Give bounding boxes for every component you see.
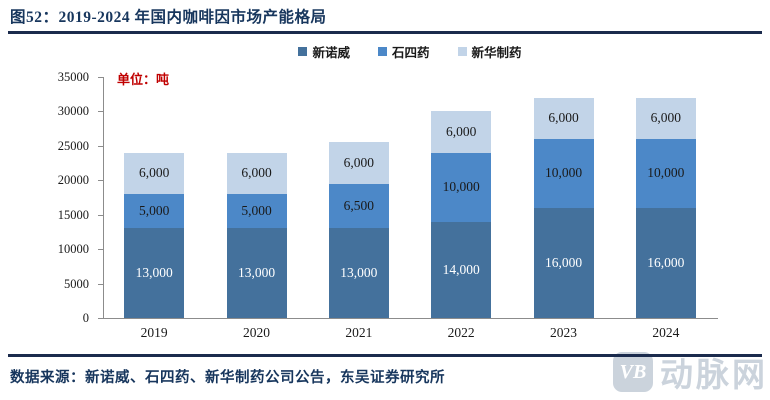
x-axis-label: 2021 — [345, 325, 373, 340]
bar-value-label: 16,000 — [647, 254, 685, 270]
bar-segment: 6,500 — [328, 183, 389, 229]
bar-segment: 14,000 — [431, 221, 492, 318]
bar-value-label: 6,000 — [445, 124, 477, 140]
bar-segment: 13,000 — [226, 228, 287, 318]
unit-label: 单位：吨 — [117, 72, 170, 87]
bar-segment: 6,000 — [226, 152, 287, 195]
y-axis-tick — [98, 283, 103, 285]
bar-value-label: 10,000 — [544, 165, 583, 181]
bar-value-label: 6,000 — [548, 110, 579, 126]
x-axis — [103, 318, 718, 319]
bar-value-label: 5,000 — [241, 203, 272, 219]
y-axis-label: 5000 — [64, 276, 89, 291]
legend-marker-icon — [377, 47, 387, 56]
watermark-brand: 动脉网 — [660, 358, 768, 394]
legend-label: 新诺威 — [312, 46, 350, 60]
y-axis-tick — [98, 145, 103, 147]
y-axis-label: 30000 — [57, 104, 89, 119]
chart-legend: 新诺威 石四药 新华制药 — [103, 42, 717, 61]
watermark: VB 动脉网 — [613, 348, 768, 396]
legend-marker-icon — [457, 47, 467, 56]
y-axis-tick — [98, 318, 103, 319]
bar-segment: 6,000 — [431, 111, 492, 153]
bar-segment: 16,000 — [533, 207, 594, 318]
x-axis-label: 2023 — [549, 325, 577, 340]
bar-segment: 5,000 — [226, 194, 287, 229]
x-axis-label: 2019 — [140, 325, 168, 340]
y-axis-label: 15000 — [57, 207, 89, 222]
bar-segment: 5,000 — [124, 194, 185, 229]
bar-segment: 13,000 — [124, 228, 185, 318]
bar-segment: 6,000 — [328, 142, 389, 184]
bar-value-label: 6,000 — [138, 165, 170, 181]
data-source-note: 数据来源：新诺威、石四药、新华制药公司公告，东吴证券研究所 — [10, 370, 445, 386]
legend-label: 新华制药 — [471, 46, 522, 60]
bar-segment: 10,000 — [635, 138, 696, 208]
y-axis-label: 25000 — [57, 138, 89, 153]
bar-segment: 16,000 — [635, 207, 696, 318]
bar-value-label: 10,000 — [442, 179, 480, 195]
bar-value-label: 10,000 — [647, 165, 685, 181]
bar-segment: 6,000 — [124, 152, 185, 195]
bar-value-label: 16,000 — [544, 254, 583, 270]
bar-segment: 6,000 — [635, 97, 696, 139]
legend-item-2: 新华制药 — [457, 42, 522, 61]
y-axis-label: 35000 — [57, 70, 89, 84]
footer-divider — [8, 354, 762, 357]
y-axis-tick — [98, 111, 103, 113]
bar-segment: 6,000 — [533, 97, 594, 139]
bar-segment: 10,000 — [431, 152, 492, 222]
legend-item-1: 石四药 — [377, 42, 430, 61]
chart-title: 图52：2019-2024 年国内咖啡因市场产能格局 — [10, 9, 327, 26]
bar-segment: 13,000 — [328, 228, 389, 318]
y-axis — [103, 77, 104, 318]
bar-value-label: 6,000 — [650, 110, 682, 126]
y-axis-label: 20000 — [57, 173, 89, 188]
x-axis-label: 2024 — [652, 325, 680, 340]
bar-value-label: 5,000 — [138, 203, 170, 219]
y-axis-label: 10000 — [57, 242, 89, 257]
y-axis-tick — [98, 77, 103, 78]
x-axis-label: 2020 — [242, 325, 270, 340]
y-axis-tick — [98, 180, 103, 182]
bar-value-label: 6,500 — [343, 198, 375, 214]
y-axis-tick — [98, 214, 103, 216]
y-axis-tick — [98, 249, 103, 251]
bar-segment: 10,000 — [533, 138, 594, 208]
bar-value-label: 13,000 — [237, 265, 276, 281]
y-axis-label: 0 — [82, 311, 89, 325]
bar-value-label: 6,000 — [343, 155, 375, 171]
title-divider — [8, 31, 762, 34]
bar-value-label: 13,000 — [340, 265, 378, 281]
x-axis-label: 2022 — [447, 325, 475, 340]
legend-label: 石四药 — [391, 46, 430, 60]
legend-marker-icon — [298, 47, 308, 56]
bar-value-label: 6,000 — [241, 165, 272, 181]
bar-value-label: 13,000 — [135, 265, 173, 281]
legend-item-0: 新诺威 — [298, 42, 350, 61]
watermark-logo-icon: VB — [613, 352, 653, 392]
bar-value-label: 14,000 — [442, 261, 480, 277]
